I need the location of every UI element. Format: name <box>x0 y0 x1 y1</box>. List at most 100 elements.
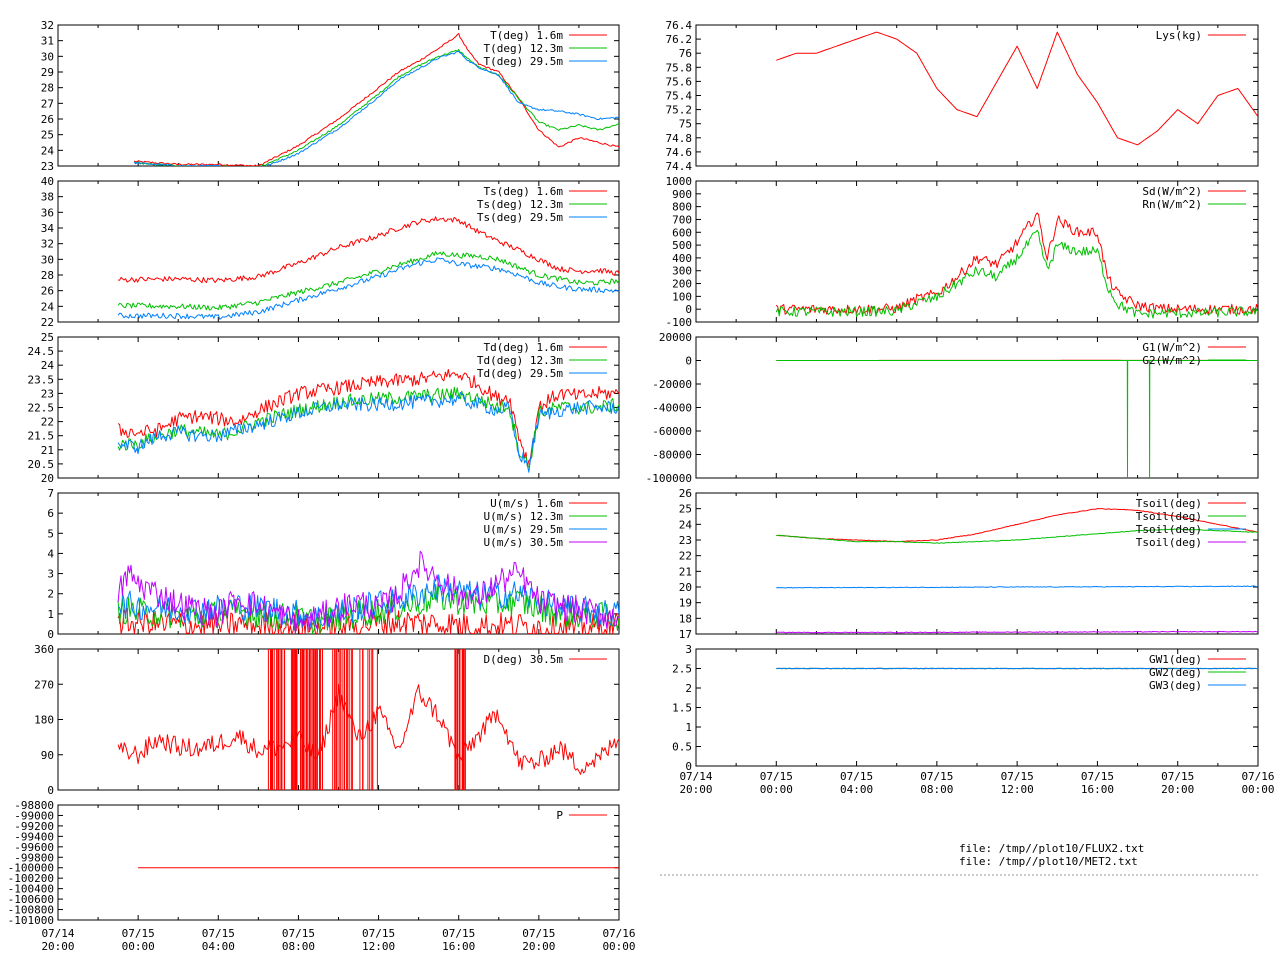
y-tick-label: 5 <box>47 527 54 540</box>
y-tick-label: 1 <box>47 608 54 621</box>
x-tick-time: 20:00 <box>679 783 712 796</box>
x-tick-time: 00:00 <box>602 940 635 953</box>
y-tick-label: 21 <box>41 444 54 457</box>
y-tick-label: 22 <box>679 550 692 563</box>
plot-frame <box>57 804 620 921</box>
series-line-2 <box>776 360 1258 478</box>
y-tick-label: 400 <box>672 252 692 265</box>
y-tick-label: 23.5 <box>28 373 55 386</box>
y-tick-label: 25 <box>41 129 54 142</box>
y-tick-label: -101000 <box>8 914 54 927</box>
series-line-1 <box>117 369 619 467</box>
legend-label: Lys(kg) <box>1156 29 1202 42</box>
y-tick-label: 20 <box>679 581 692 594</box>
y-tick-label: 20 <box>41 472 54 485</box>
x-tick-date: 07/15 <box>1161 770 1194 783</box>
panel-g: -100000 -80000 -60000 -40000 -20000 0 20000 G1(… <box>646 331 1259 485</box>
y-tick-label: 6 <box>47 507 54 520</box>
y-tick-label: 19 <box>679 597 692 610</box>
y-tick-label: 26 <box>41 285 54 298</box>
x-tick-time: 20:00 <box>522 940 555 953</box>
legend-label: D(deg) 30.5m <box>484 653 564 666</box>
series-line-4 <box>776 630 1258 634</box>
y-tick-label: 74.8 <box>666 132 693 145</box>
panel-p: -101000-100800-100600-100400-100200-1000… <box>8 799 620 927</box>
y-tick-label: 25 <box>41 331 54 344</box>
y-tick-label: 1000 <box>666 175 693 188</box>
y-tick-label: 0 <box>685 303 692 316</box>
legend-label: U(m/s) 29.5m <box>484 523 564 536</box>
x-tick-date: 07/15 <box>920 770 953 783</box>
x-tick-date: 07/16 <box>602 927 635 940</box>
x-tick-date: 07/15 <box>760 770 793 783</box>
y-tick-label: -60000 <box>652 425 692 438</box>
legend-label: T(deg) 1.6m <box>490 29 563 42</box>
y-tick-label: 2.5 <box>672 663 692 676</box>
y-tick-label: -99400 <box>14 830 54 843</box>
series-line-2 <box>134 49 619 166</box>
y-tick-label: -99800 <box>14 851 54 864</box>
y-tick-label: 270 <box>34 678 54 691</box>
x-tick-time: 16:00 <box>1081 783 1114 796</box>
series-group <box>117 649 619 790</box>
x-tick-date: 07/14 <box>41 927 74 940</box>
y-tick-label: 200 <box>672 278 692 291</box>
y-tick-label: 30 <box>41 50 54 63</box>
y-tick-label: 3 <box>47 568 54 581</box>
y-tick-label: 31 <box>41 35 54 48</box>
file-label-flux: file: /tmp//plot10/FLUX2.txt <box>959 842 1144 855</box>
plot-frame <box>695 24 1259 167</box>
y-tick-label: 21.5 <box>28 430 55 443</box>
y-tick-label: 600 <box>672 226 692 239</box>
y-tick-label: 180 <box>34 714 54 727</box>
y-tick-label: 0 <box>47 784 54 797</box>
y-tick-label: 0 <box>685 355 692 368</box>
x-tick-time: 12:00 <box>362 940 395 953</box>
legend-label: P <box>556 809 563 822</box>
legend-label: Td(deg) 29.5m <box>477 367 563 380</box>
series-line-3 <box>776 585 1258 589</box>
legend-label: G2(W/m^2) <box>1142 354 1202 367</box>
y-tick-label: 75.2 <box>666 104 693 117</box>
y-tick-label: 22 <box>41 316 54 329</box>
y-tick-label: 0 <box>47 628 54 641</box>
x-tick-time: 16:00 <box>442 940 475 953</box>
series-line-2 <box>117 251 619 311</box>
series-line-4 <box>117 550 619 634</box>
y-tick-label: 700 <box>672 213 692 226</box>
time-axis-labels: 07/1420:0007/1500:0007/1504:0007/1508:00… <box>41 770 1274 953</box>
panel-u: 0 1 2 3 4 5 6 7 U(m/s) 1.6mU(m/s) 12.3mU(m/s) 29… <box>47 487 620 641</box>
series-group <box>133 33 619 166</box>
y-tick-label: 20000 <box>659 331 692 344</box>
y-tick-label: 74.6 <box>666 146 693 159</box>
series-line-3 <box>117 392 619 473</box>
y-tick-label: 20.5 <box>28 458 55 471</box>
y-tick-label: 76.4 <box>666 19 693 32</box>
panel-t: 23 24 25 26 27 28 29 30 31 32 T(deg) 1.6mT(deg) 12… <box>41 19 620 173</box>
legend-label: Ts(deg) 12.3m <box>477 198 563 211</box>
y-tick-label: 2 <box>685 682 692 695</box>
y-tick-label: 24 <box>41 300 55 313</box>
x-tick-date: 07/14 <box>679 770 712 783</box>
y-tick-label: 75 <box>679 118 692 131</box>
series-line-2 <box>775 229 1258 319</box>
x-tick-date: 07/15 <box>282 927 315 940</box>
x-tick-time: 00:00 <box>1241 783 1274 796</box>
x-tick-date: 07/15 <box>522 927 555 940</box>
series-line-1 <box>118 216 619 284</box>
y-tick-label: 26 <box>41 113 54 126</box>
y-tick-label: 75.8 <box>666 61 693 74</box>
y-tick-label: -99000 <box>14 809 54 822</box>
legend-label: Td(deg) 12.3m <box>477 354 563 367</box>
legend-label: T(deg) 12.3m <box>484 42 564 55</box>
y-tick-label: 900 <box>672 188 692 201</box>
legend-label: T(deg) 29.5m <box>484 55 564 68</box>
x-tick-time: 20:00 <box>41 940 74 953</box>
y-tick-label: 75.6 <box>666 75 693 88</box>
series-line-2 <box>776 528 1258 544</box>
legend-label: G1(W/m^2) <box>1142 341 1202 354</box>
file-label-met: file: /tmp//plot10/MET2.txt <box>959 855 1138 868</box>
